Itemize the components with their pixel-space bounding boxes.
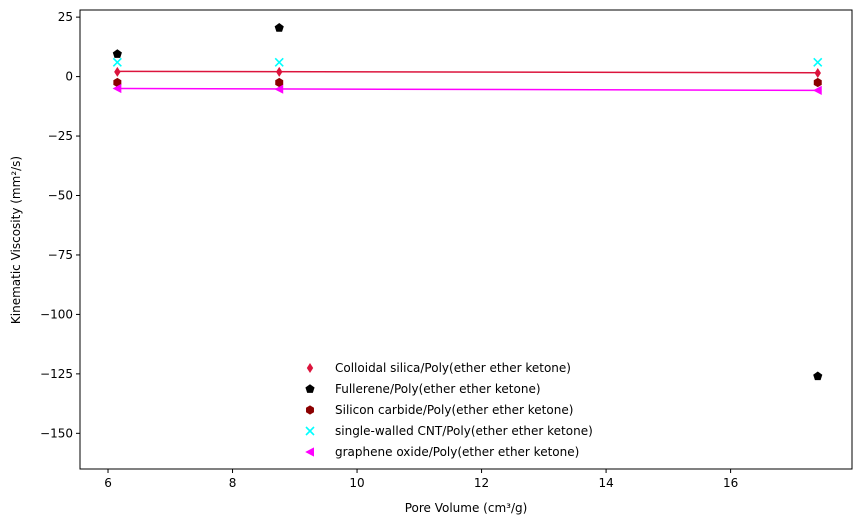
y-tick-label: −50 xyxy=(48,189,73,203)
x-tick-label: 6 xyxy=(104,476,112,490)
trend-lines xyxy=(117,70,818,92)
trend-line xyxy=(117,70,818,74)
x-tick-label: 16 xyxy=(723,476,738,490)
data-point xyxy=(112,49,122,58)
legend-marker xyxy=(305,426,315,436)
x-axis-title: Pore Volume (cm³/g) xyxy=(405,501,528,515)
data-point xyxy=(112,83,122,94)
legend-label: Silicon carbide/Poly(ether ether ketone) xyxy=(335,403,573,417)
x-axis-ticks: 6 8 10 12 14 16 xyxy=(104,469,738,490)
legend-label: single-walled CNT/Poly(ether ether keton… xyxy=(335,424,593,438)
y-tick-label: −100 xyxy=(40,307,73,321)
x-tick-label: 12 xyxy=(474,476,489,490)
x-tick-label: 14 xyxy=(598,476,613,490)
legend-label: Fullerene/Poly(ether ether ketone) xyxy=(335,382,541,396)
data-point xyxy=(275,77,284,88)
y-tick-label: −25 xyxy=(48,129,73,143)
y-tick-label: 0 xyxy=(65,70,73,84)
legend-label: Colloidal silica/Poly(ether ether ketone… xyxy=(335,361,571,375)
data-point xyxy=(814,68,821,79)
legend-label: graphene oxide/Poly(ether ether ketone) xyxy=(335,445,579,459)
data-point xyxy=(813,371,823,381)
data-points xyxy=(112,23,823,381)
x-tick-label: 10 xyxy=(349,476,364,490)
legend-marker xyxy=(306,405,314,415)
legend-marker xyxy=(305,384,315,393)
data-point xyxy=(276,66,283,77)
y-tick-label: 25 xyxy=(58,10,73,24)
data-point xyxy=(274,23,284,32)
trend-line xyxy=(117,87,818,92)
legend: Colloidal silica/Poly(ether ether ketone… xyxy=(305,361,593,459)
y-axis-ticks: 25 0 −25 −50 −75 −100 −125 −150 xyxy=(40,10,80,440)
y-tick-label: −75 xyxy=(48,248,73,262)
y-tick-label: −150 xyxy=(40,426,73,440)
y-tick-label: −125 xyxy=(40,367,73,381)
data-point xyxy=(112,57,122,67)
data-point xyxy=(114,66,121,77)
data-point xyxy=(274,84,284,94)
y-axis-title: Kinematic Viscosity (mm²/s) xyxy=(9,156,23,324)
data-point xyxy=(813,77,822,88)
data-point xyxy=(274,57,284,67)
x-tick-label: 8 xyxy=(229,476,237,490)
legend-marker xyxy=(305,447,314,457)
plot-area xyxy=(80,10,852,469)
data-point xyxy=(813,57,823,67)
data-point xyxy=(812,85,822,95)
plot-frame xyxy=(79,9,853,470)
data-point xyxy=(113,77,122,88)
legend-marker xyxy=(306,363,314,373)
